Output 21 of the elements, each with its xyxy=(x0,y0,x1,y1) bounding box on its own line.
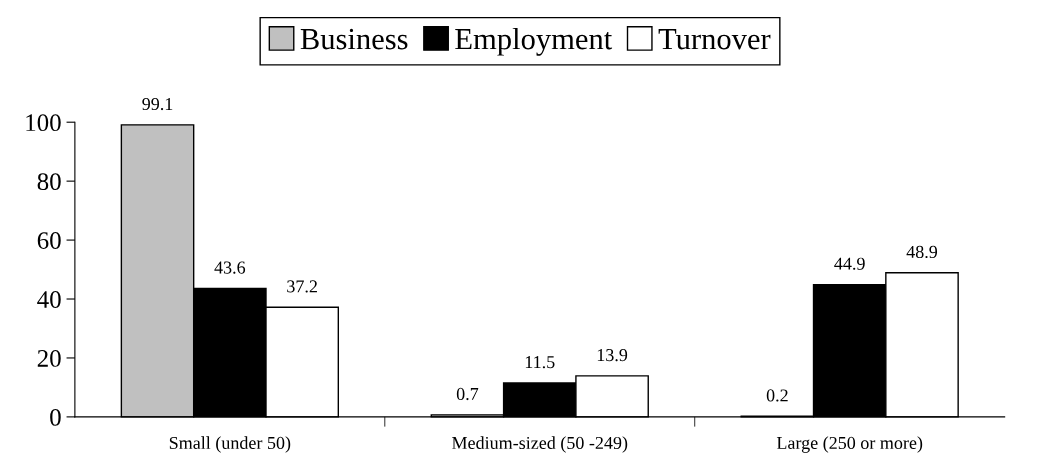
y-tick-label: 80 xyxy=(37,173,61,191)
data-label: 11.5 xyxy=(525,356,555,369)
legend-label: Business xyxy=(300,28,408,50)
legend-label: Employment xyxy=(455,27,613,56)
y-tick-label: 100 xyxy=(26,114,61,132)
y-tick-label: 60 xyxy=(37,232,61,249)
y-tick-label: 40 xyxy=(37,291,61,308)
data-label: 0.7 xyxy=(456,387,479,401)
x-tick-label: Small (under 50) xyxy=(169,436,291,453)
data-label: 43.6 xyxy=(214,261,246,274)
legend-label: Turnover xyxy=(658,29,771,50)
data-label: 48.9 xyxy=(906,245,938,259)
y-tick-label: 0 xyxy=(50,408,61,426)
data-label: 0.2 xyxy=(766,389,788,402)
x-tick-label: Large (250 or more) xyxy=(776,436,923,453)
x-tick-label: Medium-sized (50 -249) xyxy=(452,436,628,453)
y-tick-label: 20 xyxy=(37,350,61,367)
data-label: 99.1 xyxy=(142,97,173,111)
data-label: 13.9 xyxy=(597,349,628,362)
data-label: 37.2 xyxy=(287,280,317,293)
data-label: 44.9 xyxy=(834,257,865,270)
